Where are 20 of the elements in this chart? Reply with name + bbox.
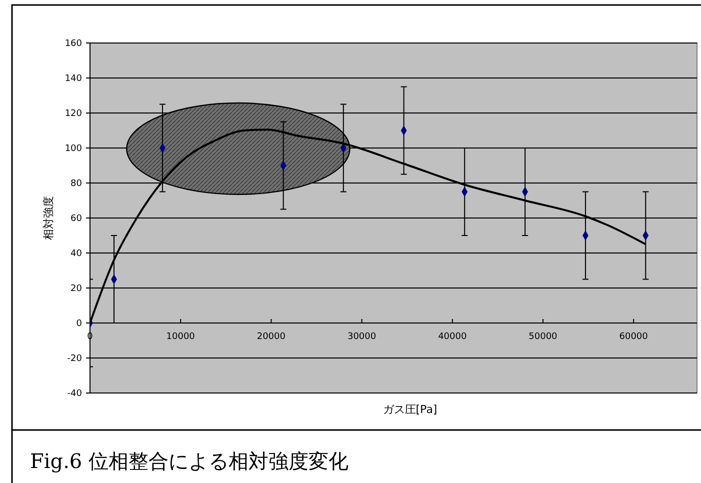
x-tick-label: 30000 [347,332,376,342]
y-axis-title: 相対強度 [42,196,55,240]
x-axis-title: ガス圧[Pa] [382,403,438,416]
y-tick-label: 160 [64,39,82,50]
y-tick-label: 40 [70,249,82,260]
y-tick-label: 140 [64,74,82,84]
x-tick-label: 10000 [166,332,196,342]
x-tick-label: 60000 [619,332,648,342]
x-tick-label: 20000 [256,332,286,342]
y-tick-label: -40 [67,389,82,400]
x-tick-label: 50000 [528,332,558,342]
y-tick-label: -20 [67,354,82,364]
y-tick-label: 60 [70,214,82,224]
y-tick-label: 20 [70,284,82,294]
y-tick-label: 120 [64,109,82,120]
y-tick-label: 80 [70,179,82,190]
text: Fig.6 位相整合による相対強度変化 [30,449,349,473]
x-tick-label: 40000 [438,332,467,342]
y-tick-label: 100 [64,144,82,154]
y-tick-label: 0 [76,319,82,330]
